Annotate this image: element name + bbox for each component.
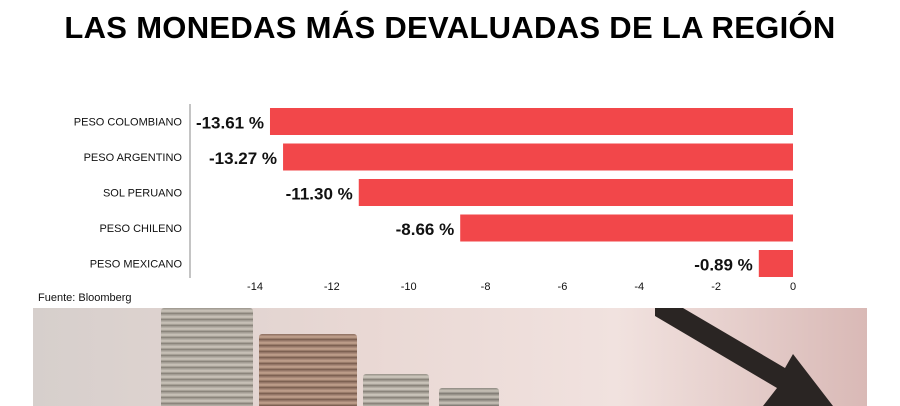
category-label: PESO MEXICANO (90, 259, 183, 271)
x-tick-label: -6 (558, 281, 568, 293)
x-tick-label: -12 (324, 281, 340, 293)
value-label: -13.27 % (209, 149, 277, 168)
bar-chart: PESO COLOMBIANO PESO ARGENTINO SOL PERUANO… (74, 104, 796, 293)
bar (758, 250, 793, 277)
bar (358, 179, 793, 206)
category-label: SOL PERUANO (103, 188, 183, 200)
x-tick-label: 0 (790, 281, 796, 293)
coin-stack (439, 388, 499, 406)
bar (269, 108, 793, 135)
category-label: PESO COLOMBIANO (74, 117, 183, 129)
source-note: Fuente: Bloomberg (38, 292, 132, 304)
chart-title: LAS MONEDAS MÁS DEVALUADAS DE LA REGIÓN (64, 10, 836, 45)
x-tick-label: -8 (481, 281, 491, 293)
x-tick-label: -2 (711, 281, 721, 293)
bar (283, 143, 793, 171)
value-label: -8.66 % (396, 220, 455, 239)
coin-stacks-photo (33, 308, 867, 406)
bar (460, 214, 793, 242)
x-tick-label: -10 (401, 281, 417, 293)
value-label: -11.30 % (286, 185, 353, 204)
value-label: -13.61 % (196, 114, 264, 133)
coin-stack (161, 308, 253, 406)
coin-stack (259, 334, 357, 406)
down-trend-arrow-icon (655, 308, 833, 406)
x-tick-label: -14 (247, 281, 263, 293)
category-label: PESO ARGENTINO (84, 152, 183, 164)
x-tick-label: -4 (634, 281, 644, 293)
value-label: -0.89 % (694, 256, 753, 275)
category-label: PESO CHILENO (99, 223, 182, 235)
coin-stack (363, 374, 429, 406)
